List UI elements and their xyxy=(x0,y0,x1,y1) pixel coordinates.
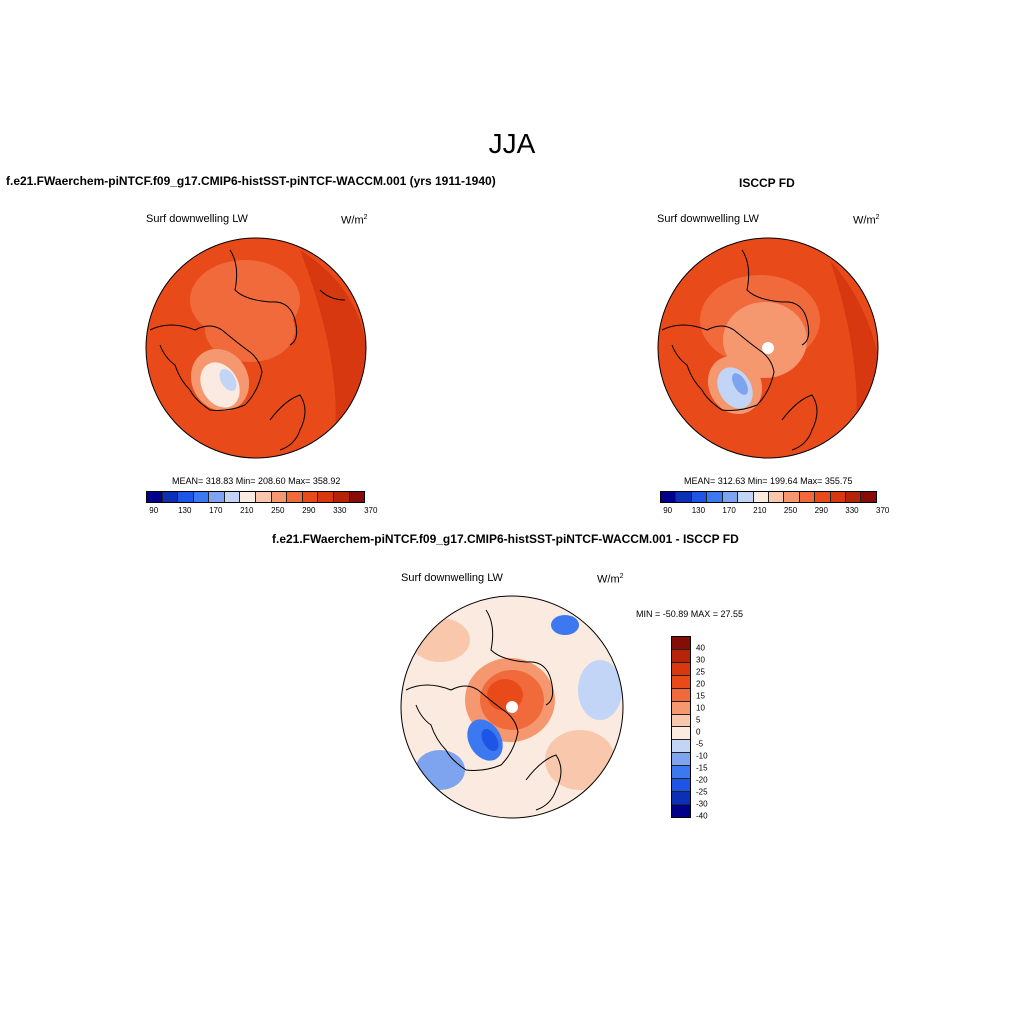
obs-colorbar-cell xyxy=(784,492,800,502)
diff-colorbar-cell xyxy=(672,766,690,780)
model-variable-label: Surf downwelling LW xyxy=(146,213,248,225)
diff-colorbar-tick-label: -30 xyxy=(696,799,708,809)
diff-colorbar-cell xyxy=(672,662,690,676)
diff-colorbar-tick-label: -20 xyxy=(696,775,708,785)
diff-colorbar-cell xyxy=(672,792,690,805)
obs-colorbar-tick-label: 370 xyxy=(875,506,890,515)
diff-colorbar-tick-label: -5 xyxy=(696,739,704,749)
model-colorbar-tick-label: 210 xyxy=(240,506,254,515)
model-colorbar-cell xyxy=(178,492,194,502)
model-stats: MEAN= 318.83 Min= 208.60 Max= 358.92 xyxy=(172,476,341,486)
diff-colorbar-cell xyxy=(672,714,690,728)
diff-colorbar-tick-label: 25 xyxy=(696,667,705,677)
diff-colorbar-cell xyxy=(672,688,690,702)
obs-colorbar-tick-label: 250 xyxy=(783,506,798,515)
diff-colorbar-ticks: 40 30 25 20 15 10 5 0 -5 -10 -15 -20 -25 -30 -40 xyxy=(696,636,726,821)
obs-colorbar-cell xyxy=(661,492,677,502)
obs-colorbar-tick-label: 210 xyxy=(753,506,767,515)
diff-colorbar xyxy=(671,636,691,818)
diff-colorbar-tick-label: -40 xyxy=(696,811,708,821)
model-colorbar xyxy=(146,491,365,503)
obs-colorbar-cell xyxy=(707,492,723,502)
diff-panel-title: f.e21.FWaerchem-piNTCF.f09_g17.CMIP6-his… xyxy=(272,532,739,546)
obs-variable-label: Surf downwelling LW xyxy=(657,213,759,225)
obs-colorbar xyxy=(660,491,877,503)
obs-colorbar-tick-label: 330 xyxy=(845,506,859,515)
obs-colorbar-cell xyxy=(768,492,785,502)
model-colorbar-cell xyxy=(209,492,225,502)
model-unit-label: W/m2 xyxy=(341,214,368,227)
obs-colorbar-cell xyxy=(861,492,876,502)
model-colorbar-cell xyxy=(162,492,179,502)
season-title: JJA xyxy=(488,128,536,159)
model-colorbar-cell xyxy=(302,492,319,502)
model-panel-title: f.e21.FWaerchem-piNTCF.f09_g17.CMIP6-his… xyxy=(6,174,496,188)
model-colorbar-tick-label: 170 xyxy=(209,506,223,515)
model-colorbar-cell xyxy=(349,492,365,502)
obs-colorbar-cell xyxy=(738,492,754,502)
diff-stats: MIN = -50.89 MAX = 27.55 xyxy=(636,609,744,619)
diff-colorbar-cell xyxy=(672,804,690,817)
obs-colorbar-cell xyxy=(691,492,708,502)
obs-colorbar-tick-label: 130 xyxy=(691,506,706,515)
obs-stats: MEAN= 312.63 Min= 199.64 Max= 355.75 xyxy=(684,476,853,486)
model-colorbar-cell xyxy=(224,492,241,502)
diff-colorbar-tick-label: 15 xyxy=(696,691,705,701)
diff-colorbar-tick-label: 20 xyxy=(696,679,705,689)
obs-colorbar-cell xyxy=(753,492,769,502)
diff-colorbar-tick-label: 5 xyxy=(696,715,701,725)
diff-unit-label: W/m2 xyxy=(597,573,624,586)
model-colorbar-ticks: 90 130 170 210 250 290 330 370 xyxy=(146,506,377,518)
model-colorbar-cell xyxy=(256,492,272,502)
diff-colorbar-tick-label: 30 xyxy=(696,655,705,665)
obs-colorbar-cell xyxy=(846,492,862,502)
model-colorbar-tick-label: 90 xyxy=(149,506,159,515)
obs-colorbar-cell xyxy=(676,492,692,502)
diff-variable-label: Surf downwelling LW xyxy=(401,572,503,584)
diff-colorbar-tick-label: -10 xyxy=(696,751,708,761)
obs-colorbar-cell xyxy=(830,492,847,502)
obs-colorbar-cell xyxy=(815,492,831,502)
obs-colorbar-cell xyxy=(722,492,739,502)
obs-colorbar-tick-label: 170 xyxy=(722,506,736,515)
diff-colorbar-cell xyxy=(672,675,690,689)
diff-colorbar-cell xyxy=(672,753,690,767)
model-colorbar-cell xyxy=(147,492,163,502)
model-colorbar-tick-label: 290 xyxy=(302,506,316,515)
model-colorbar-cell xyxy=(318,492,334,502)
diff-colorbar-tick-label: 40 xyxy=(696,643,705,653)
model-colorbar-tick-label: 250 xyxy=(271,506,285,515)
diff-colorbar-cell xyxy=(672,701,690,715)
diff-colorbar-tick-label: 0 xyxy=(696,727,701,737)
diff-colorbar-cell xyxy=(672,779,690,793)
diff-colorbar-cell xyxy=(672,727,690,741)
model-colorbar-cell xyxy=(287,492,303,502)
model-colorbar-cell xyxy=(193,492,210,502)
diff-colorbar-cell xyxy=(672,649,690,663)
obs-unit-label: W/m2 xyxy=(853,214,880,227)
obs-colorbar-tick-label: 290 xyxy=(814,506,828,515)
obs-colorbar-ticks: 90 130 170 210 250 290 330 370 xyxy=(660,506,889,518)
model-colorbar-tick-label: 330 xyxy=(333,506,347,515)
diff-colorbar-cell xyxy=(672,740,690,754)
model-colorbar-cell xyxy=(333,492,350,502)
model-colorbar-cell xyxy=(271,492,288,502)
diff-colorbar-tick-label: -25 xyxy=(696,787,708,797)
obs-colorbar-cell xyxy=(799,492,816,502)
diff-colorbar-tick-label: -15 xyxy=(696,763,708,773)
diff-colorbar-cell xyxy=(672,637,690,650)
obs-panel-title: ISCCP FD xyxy=(739,176,795,190)
diff-colorbar-tick-label: 10 xyxy=(696,703,705,713)
obs-colorbar-tick-label: 90 xyxy=(663,506,673,515)
model-colorbar-tick-label: 370 xyxy=(364,506,378,515)
model-colorbar-tick-label: 130 xyxy=(178,506,192,515)
model-colorbar-cell xyxy=(240,492,257,502)
